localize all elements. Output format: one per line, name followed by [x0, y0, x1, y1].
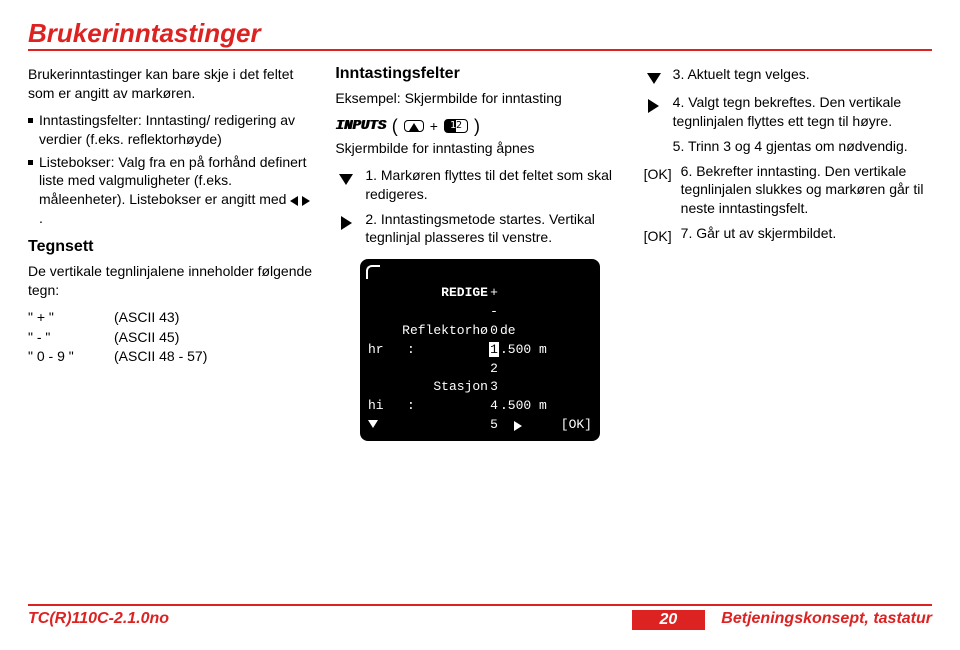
- triangle-right-icon: [341, 216, 352, 230]
- step-4: 4. Valgt tegn bekreftes. Den vertikale t…: [643, 93, 932, 131]
- char-plus-symbol: " + ": [28, 308, 98, 328]
- col-right: 3. Aktuelt tegn velges. 4. Valgt tegn be…: [643, 65, 932, 441]
- char-minus-ascii: (ASCII 45): [114, 328, 179, 348]
- title-rule: [28, 49, 932, 51]
- lcd-hi-val: .500 m: [500, 397, 592, 416]
- lcd-screen-wrap: REDIGE+ - Reflektorhø0de hr :1.500 m 2 S…: [335, 259, 624, 441]
- lcd-hr-label: hr :: [368, 341, 488, 360]
- footer-left: TC(R)110C-2.1.0no: [28, 610, 169, 630]
- lcd-mid-1: -: [488, 303, 500, 322]
- bullet-dot: [28, 118, 33, 123]
- lcd-corner-icon: [366, 265, 380, 279]
- char-plus-ascii: (ASCII 43): [114, 308, 179, 328]
- bullet-dot: [28, 160, 33, 165]
- footer: TC(R)110C-2.1.0no 20 Betjeningskonsept, …: [0, 604, 960, 630]
- col-mid: Inntastingsfelter Eksempel: Skjermbilde …: [335, 65, 624, 441]
- triangle-right-icon: [648, 99, 659, 113]
- example-text: Eksempel: Skjermbilde for inntasting: [335, 89, 624, 108]
- step-6: [OK] 6. Bekrefter inntasting. Den vertik…: [643, 162, 932, 219]
- inputs-label: INPUTS: [335, 118, 385, 134]
- lcd-mid-4: 2: [488, 360, 500, 379]
- lcd-line2b: de: [500, 322, 592, 341]
- bullet-1: Inntastingsfelter: Inntasting/ redigerin…: [28, 111, 317, 149]
- lcd-hr-val: .500 m: [500, 341, 592, 360]
- lcd-screen: REDIGE+ - Reflektorhø0de hr :1.500 m 2 S…: [360, 259, 600, 441]
- step-2-symbol: [335, 210, 357, 232]
- triangle-left-icon: [290, 196, 298, 206]
- intro-text: Brukerinntastinger kan bare skje i det f…: [28, 65, 317, 103]
- step-2-text: 2. Inntastingsmetode startes. Vertikal t…: [365, 210, 624, 248]
- step-7: [OK] 7. Går ut av skjermbildet.: [643, 224, 932, 246]
- footer-rule: [28, 604, 932, 606]
- char-digits-ascii: (ASCII 48 - 57): [114, 347, 207, 367]
- bullet-2-text-a: Listebokser: Valg fra en på forhånd defi…: [39, 154, 306, 208]
- step-5-symbol: [643, 137, 665, 140]
- footer-page: 20: [632, 610, 706, 630]
- char-minus-symbol: " - ": [28, 328, 98, 348]
- char-row-digits: " 0 - 9 " (ASCII 48 - 57): [28, 347, 317, 367]
- lcd-mid-5: 3: [488, 378, 500, 397]
- bullet-2-text: Listebokser: Valg fra en på forhånd defi…: [39, 153, 317, 229]
- step-1-symbol: [335, 166, 357, 188]
- step-7-text: 7. Går ut av skjermbildet.: [681, 224, 837, 243]
- lcd-mid-6: 4: [488, 397, 500, 416]
- key-combo-line: INPUTS ( + 12 ): [335, 116, 624, 137]
- bullet-2-text-b: .: [39, 210, 43, 226]
- triangle-down-icon: [647, 73, 661, 84]
- shift-key-icon: [404, 120, 424, 132]
- lcd-mid-3: 1: [489, 342, 499, 357]
- bullet-2: Listebokser: Valg fra en på forhånd defi…: [28, 153, 317, 229]
- bullet-1-text: Inntastingsfelter: Inntasting/ redigerin…: [39, 111, 317, 149]
- lcd-stasjon: Stasjon: [368, 378, 488, 397]
- lcd-mid-0: +: [488, 284, 500, 303]
- step-1-text: 1. Markøren flyttes til det feltet som s…: [365, 166, 624, 204]
- step-5: 5. Trinn 3 og 4 gjentas om nødvendig.: [643, 137, 932, 156]
- heading-tegnsett: Tegnsett: [28, 238, 317, 256]
- triangle-right-icon: [302, 196, 310, 206]
- char-row-plus: " + " (ASCII 43): [28, 308, 317, 328]
- lcd-arrow-down-icon: [368, 420, 378, 428]
- triangle-down-icon: [339, 174, 353, 185]
- lcd-title: REDIGE: [368, 284, 488, 303]
- char-row-minus: " - " (ASCII 45): [28, 328, 317, 348]
- heading-inntastingsfelter: Inntastingsfelter: [335, 65, 624, 83]
- paren-open: (: [392, 116, 398, 137]
- lcd-ok: [OK]: [561, 416, 592, 435]
- lcd-mid-7: 5: [488, 416, 500, 435]
- step-1: 1. Markøren flyttes til det feltet som s…: [335, 166, 624, 204]
- opens-text: Skjermbilde for inntasting åpnes: [335, 139, 624, 158]
- lcd-hi-label: hi :: [368, 397, 488, 416]
- lcd-line2: Reflektorhø: [368, 322, 488, 341]
- page-title: Brukerinntastinger: [28, 18, 932, 49]
- lcd-arrow-right-icon: [514, 421, 522, 431]
- step-3-text: 3. Aktuelt tegn velges.: [673, 65, 810, 84]
- step-6-symbol: [OK]: [643, 162, 673, 184]
- paren-close: ): [474, 116, 480, 137]
- step-2: 2. Inntastingsmetode startes. Vertikal t…: [335, 210, 624, 248]
- footer-right: Betjeningskonsept, tastatur: [721, 610, 932, 630]
- lcd-mid-2: 0: [488, 322, 500, 341]
- step-4-text: 4. Valgt tegn bekreftes. Den vertikale t…: [673, 93, 932, 131]
- half-key-icon: 12: [444, 119, 468, 133]
- step-3-symbol: [643, 65, 665, 87]
- plus-sign: +: [430, 118, 438, 134]
- step-3: 3. Aktuelt tegn velges.: [643, 65, 932, 87]
- char-digits-symbol: " 0 - 9 ": [28, 347, 98, 367]
- step-4-symbol: [643, 93, 665, 115]
- step-5-text: 5. Trinn 3 og 4 gjentas om nødvendig.: [673, 137, 908, 156]
- step-6-text: 6. Bekrefter inntasting. Den vertikale t…: [681, 162, 932, 219]
- col-left: Brukerinntastinger kan bare skje i det f…: [28, 65, 317, 441]
- step-7-symbol: [OK]: [643, 224, 673, 246]
- tegnsett-intro: De vertikale tegnlinjalene inneholder fø…: [28, 262, 317, 300]
